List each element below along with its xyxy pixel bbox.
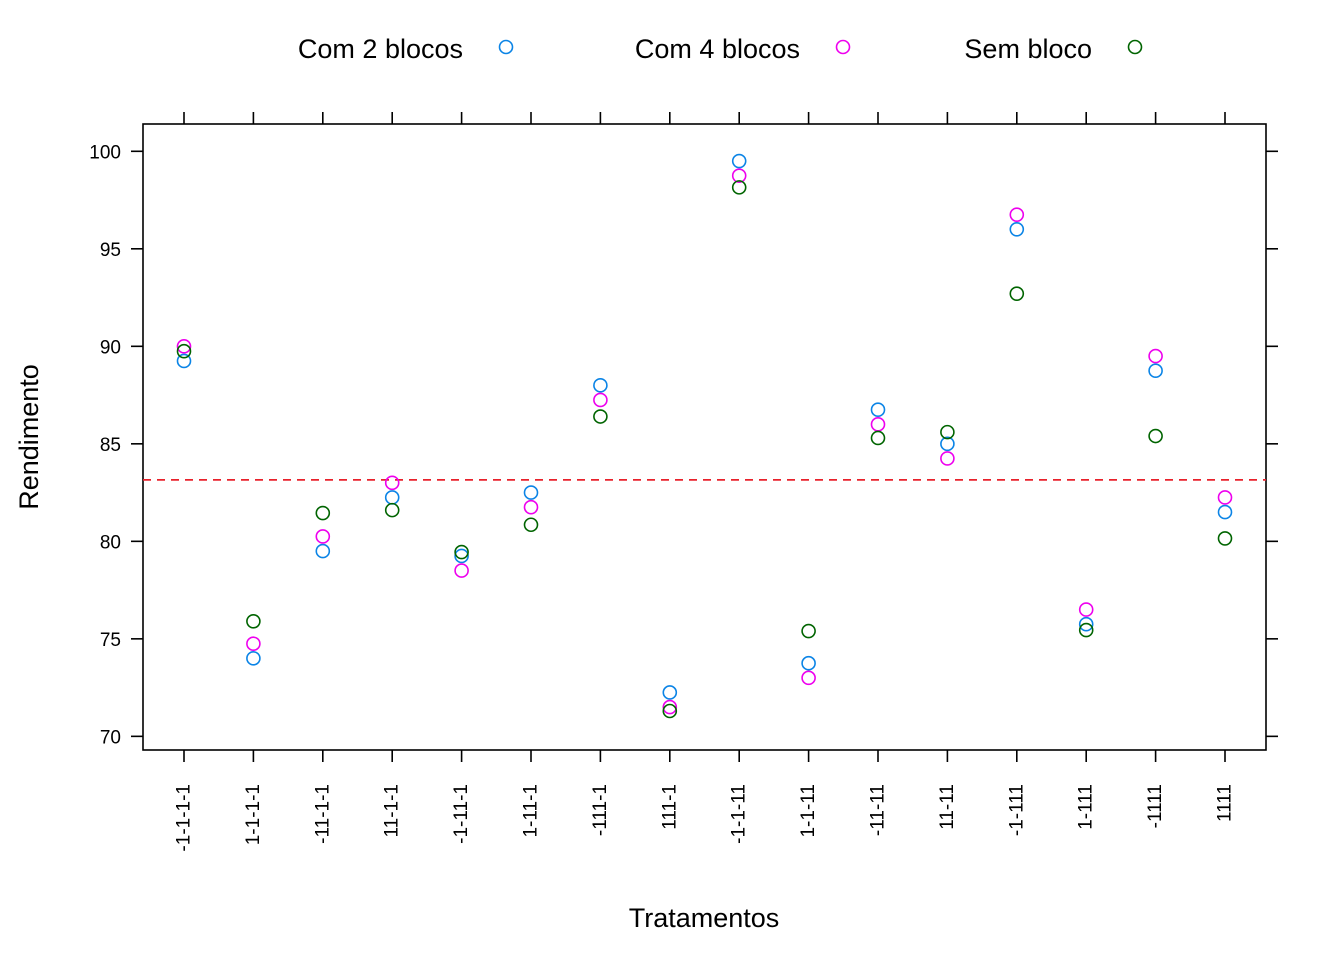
x-tick-label: -111-1	[590, 784, 611, 836]
x-tick-label: 11-11	[937, 784, 958, 830]
point-series-1-10	[870, 417, 886, 432]
point-series-2-7	[662, 703, 678, 719]
point-series-1-1	[246, 636, 261, 652]
point-series-2-4	[454, 544, 469, 560]
point-series-0-8	[731, 153, 747, 169]
point-series-2-5	[523, 517, 539, 533]
plot-frame	[142, 123, 1267, 751]
y-axis-title: Rendimento	[14, 364, 44, 510]
x-tick-label: -11-11	[868, 784, 889, 836]
point-series-0-0	[176, 353, 192, 369]
point-series-0-9	[801, 655, 816, 671]
point-series-0-5	[523, 485, 539, 500]
x-tick-label: -1-1-11	[729, 784, 750, 844]
point-series-2-12	[1009, 286, 1025, 301]
point-series-2-6	[593, 409, 608, 424]
legend-symbol	[835, 39, 851, 55]
y-tick-label: 95	[100, 240, 121, 261]
legend-symbol	[498, 39, 514, 55]
point-series-1-2	[315, 529, 331, 544]
x-axis: -1-1-1-1 1-1-1-1 -11-1-1 11-1-1 -1-11-1 1-11-…	[174, 112, 1236, 852]
x-axis-title: Tratamentos	[629, 903, 780, 933]
point-series-0-4	[454, 548, 469, 564]
point-series-1-13	[1078, 602, 1094, 617]
point-series-2-14	[1148, 428, 1163, 444]
point-series-2-11	[940, 424, 955, 440]
point-series-0-14	[1148, 363, 1163, 378]
data-points	[176, 153, 1233, 719]
x-tick-label: 111-1	[659, 784, 680, 830]
y-tick-label: 100	[89, 142, 121, 163]
point-series-2-10	[870, 430, 886, 446]
y-tick-label: 75	[100, 630, 121, 651]
point-series-0-2	[315, 543, 331, 559]
y-axis: 70 75 80 85 90 95 100	[89, 142, 1278, 748]
legend-label: Com 4 blocos	[635, 34, 800, 64]
point-series-2-3	[384, 502, 400, 518]
y-tick-label: 90	[100, 337, 121, 358]
x-tick-label: -11-1-1	[312, 784, 333, 844]
point-series-2-1	[246, 613, 261, 629]
point-series-2-13	[1078, 622, 1094, 638]
y-tick-label: 70	[100, 727, 121, 748]
point-series-2-9	[801, 623, 816, 639]
point-series-0-12	[1009, 222, 1025, 237]
point-series-0-6	[593, 378, 608, 393]
x-tick-label: -1-11-1	[451, 784, 472, 844]
point-series-1-0	[176, 339, 192, 354]
point-series-1-5	[523, 499, 539, 515]
point-series-2-8	[731, 180, 747, 195]
point-series-1-11	[940, 451, 955, 466]
point-series-0-11	[940, 436, 955, 452]
x-tick-label: 1-1-11	[798, 784, 819, 838]
point-series-0-10	[870, 402, 886, 417]
point-series-2-15	[1217, 531, 1233, 546]
x-tick-label: -1111	[1145, 784, 1166, 828]
point-series-1-7	[662, 699, 678, 715]
point-series-0-7	[662, 685, 678, 700]
y-tick-label: 85	[100, 435, 121, 456]
point-series-1-3	[384, 475, 400, 491]
point-series-0-13	[1078, 616, 1094, 632]
point-series-1-15	[1217, 490, 1233, 505]
x-tick-label: 1-111	[1076, 784, 1097, 830]
point-series-0-15	[1217, 504, 1233, 520]
x-tick-label: -1-111	[1006, 784, 1027, 836]
point-series-1-4	[454, 563, 469, 578]
legend-label: Sem bloco	[964, 34, 1092, 64]
point-series-1-6	[593, 392, 608, 408]
x-tick-label: 1-1-1-1	[243, 784, 264, 845]
legend-label: Com 2 blocos	[298, 34, 463, 64]
point-series-1-9	[801, 670, 816, 686]
legend-symbol	[1127, 39, 1143, 55]
point-series-1-12	[1009, 207, 1025, 222]
legend: Com 2 blocos Com 4 blocos Sem bloco	[298, 34, 1143, 64]
x-tick-label: 1111	[1215, 784, 1236, 822]
point-series-0-1	[246, 651, 261, 666]
x-tick-label: 1-11-1	[521, 784, 542, 838]
point-series-0-3	[384, 490, 400, 505]
point-series-2-0	[176, 343, 192, 359]
x-tick-label: -1-1-1-1	[174, 784, 195, 852]
point-series-2-2	[315, 505, 331, 521]
x-tick-label: 11-1-1	[382, 784, 403, 838]
y-tick-label: 80	[100, 532, 121, 553]
point-series-1-14	[1148, 348, 1163, 364]
point-series-1-8	[731, 168, 747, 183]
